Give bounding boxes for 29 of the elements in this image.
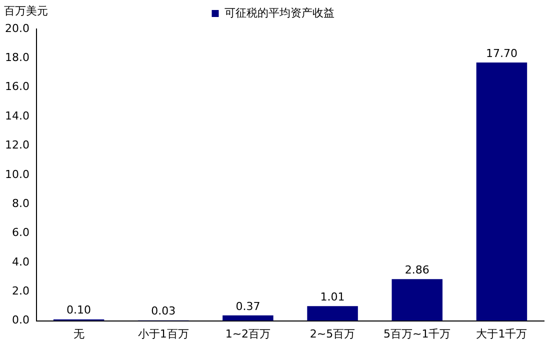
- x-tick-label: 5百万~1千万: [384, 327, 451, 340]
- data-label: 0.10: [66, 304, 92, 317]
- x-tick-label: 小于1百万: [138, 327, 189, 340]
- y-tick-label: 18.0: [4, 51, 30, 64]
- x-tick-label: 1~2百万: [225, 327, 271, 340]
- y-tick-label: 16.0: [4, 80, 30, 94]
- y-tick-label: 14.0: [4, 109, 30, 122]
- legend-label: 可征税的平均资产收益: [224, 6, 334, 20]
- bar: [476, 62, 528, 321]
- data-label: 2.86: [404, 263, 430, 276]
- x-tick-label: 大于1千万: [476, 327, 528, 340]
- bar: [222, 315, 274, 321]
- y-tick-label: 6.0: [12, 226, 30, 240]
- data-label: 0.03: [151, 304, 176, 318]
- data-label: 17.70: [486, 46, 518, 60]
- y-tick-label: 2.0: [12, 284, 30, 298]
- y-tick-label: 10.0: [4, 168, 30, 181]
- y-axis-title: 百万美元: [4, 4, 48, 18]
- x-tick-label: 无: [73, 327, 84, 340]
- bar: [392, 279, 442, 321]
- y-tick-label: 20.0: [4, 22, 30, 35]
- y-tick-label: 8.0: [12, 196, 30, 210]
- y-tick-label: 4.0: [12, 255, 30, 268]
- y-tick-label: 0.0: [12, 314, 30, 327]
- bar: [307, 306, 358, 321]
- x-tick-label: 2~5百万: [310, 327, 356, 340]
- data-label: 1.01: [320, 290, 345, 304]
- y-tick-label: 12.0: [4, 138, 30, 152]
- data-label: 0.37: [236, 300, 260, 313]
